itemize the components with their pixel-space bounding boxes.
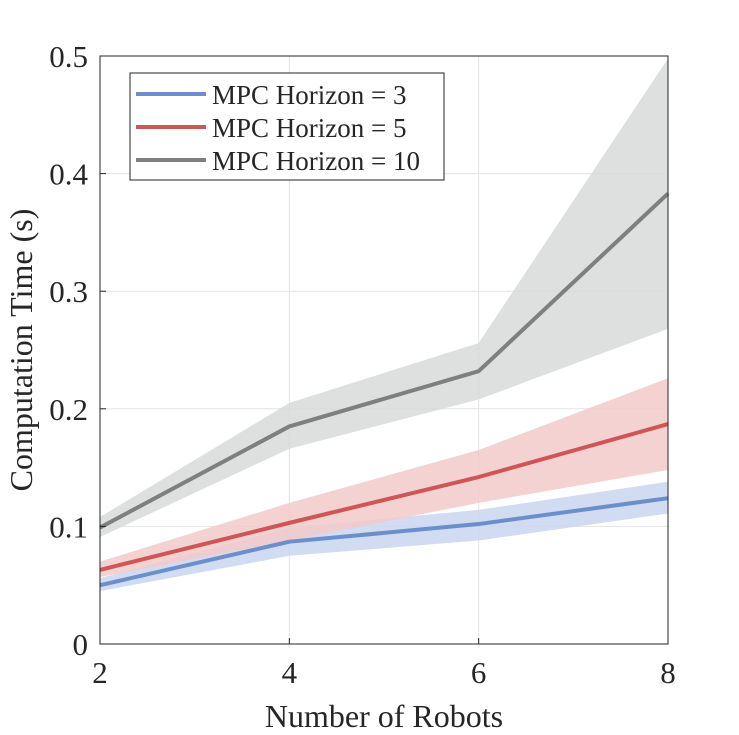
series-line-3 — [99, 192, 670, 530]
x-tick-label: 2 — [92, 655, 108, 690]
y-axis-label: Computation Time (s) — [3, 209, 39, 492]
y-tick-label: 0.1 — [49, 509, 88, 544]
y-axis-ticks: 0 0.1 0.2 0.3 0.4 0.5 — [49, 39, 106, 662]
y-tick-label: 0 — [73, 627, 89, 662]
series-lines — [99, 192, 670, 588]
x-tick-label: 4 — [282, 655, 298, 690]
legend-label: MPC Horizon = 3 — [212, 80, 406, 110]
legend-label: MPC Horizon = 10 — [212, 146, 420, 176]
x-axis-ticks: 2 4 6 8 — [92, 638, 676, 690]
y-tick-label: 0.5 — [49, 39, 88, 74]
x-axis-label: Number of Robots — [265, 698, 503, 734]
legend-label: MPC Horizon = 5 — [212, 113, 406, 143]
series-line-2 — [99, 422, 669, 572]
x-tick-label: 8 — [660, 655, 676, 690]
y-tick-label: 0.3 — [49, 274, 88, 309]
series-line-1 — [99, 496, 669, 588]
y-tick-label: 0.2 — [49, 392, 88, 427]
x-tick-label: 6 — [471, 655, 487, 690]
y-tick-label: 0.4 — [49, 157, 88, 192]
confidence-band-series-1 — [100, 481, 668, 592]
confidence-band-series-2 — [100, 378, 668, 577]
plot-frame — [99, 55, 669, 645]
